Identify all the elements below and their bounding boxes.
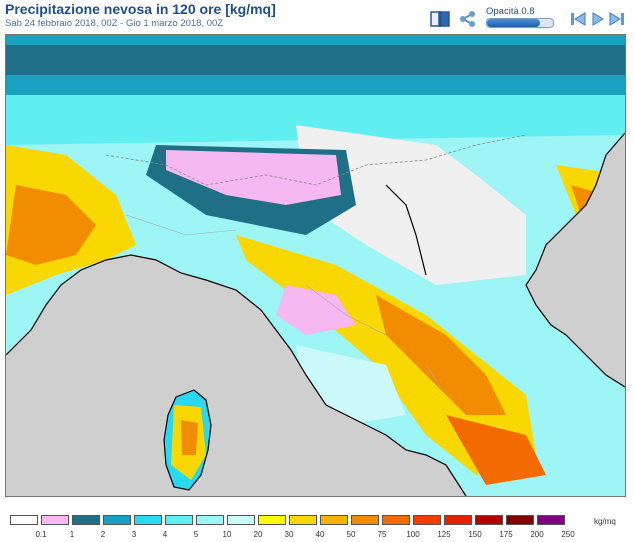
opacity-label: Opacità 0.8 [486,6,535,17]
legend-tick-label: 40 [315,530,325,539]
opacity-slider[interactable] [486,18,554,28]
legend-swatch [537,515,565,525]
legend-tick-label: 75 [377,530,387,539]
legend-tick-label: 3 [131,530,137,539]
legend-tick-label: 30 [284,530,294,539]
legend-tick-label: 5 [193,530,199,539]
legend-swatch [103,515,131,525]
book-icon[interactable] [430,10,450,33]
corsica-coastline [163,389,212,491]
legend-swatch [72,515,100,525]
legend-swatch [227,515,255,525]
period-subtitle: Sab 24 febbraio 2018, 00Z - Gio 1 marzo … [5,18,224,29]
legend-tick-label: 100 [406,530,420,539]
adriatic-west-coastline [385,184,427,276]
legend-tick-label: 0.1 [35,530,47,539]
legend-tick-label: 1 [69,530,75,539]
legend-swatch [351,515,379,525]
legend-tick-label: 175 [499,530,513,539]
legend-swatch [258,515,286,525]
legend-swatch [10,515,38,525]
legend-tick-label: 200 [530,530,544,539]
legend-swatch [413,515,441,525]
legend-tick-label: 125 [437,530,451,539]
last-frame-icon[interactable] [608,10,626,33]
opacity-slider-fill [487,19,540,27]
first-frame-icon[interactable] [569,10,587,33]
legend-tick-label: 10 [222,530,232,539]
legend-unit: kg/mq [594,517,616,526]
page-title: Precipitazione nevosa in 120 ore [kg/mq] [5,1,276,17]
national-border [105,134,527,186]
legend-tick-label: 20 [253,530,263,539]
legend-swatch [289,515,317,525]
legend-swatch [134,515,162,525]
adriatic-east-coastline [525,132,625,388]
legend-swatch [382,515,410,525]
legend-swatch [196,515,224,525]
legend-tick-label: 4 [162,530,168,539]
legend-tick-label: 150 [468,530,482,539]
legend-swatch [41,515,69,525]
legend-swatch [444,515,472,525]
toolbar: Opacità 0.8 [0,0,634,34]
legend-swatch [165,515,193,525]
legend-swatch [475,515,503,525]
legend-swatch [506,515,534,525]
play-icon[interactable] [590,10,606,33]
legend-tick-label: 2 [100,530,106,539]
share-icon[interactable] [459,10,477,33]
regional-borders [125,214,447,396]
legend-tick-label: 50 [346,530,356,539]
snowfall-map[interactable] [5,34,626,497]
header: Precipitazione nevosa in 120 ore [kg/mq]… [0,0,634,34]
legend-swatch [320,515,348,525]
legend-tick-label: 250 [561,530,575,539]
tyrrhenian-coastline [6,254,467,496]
